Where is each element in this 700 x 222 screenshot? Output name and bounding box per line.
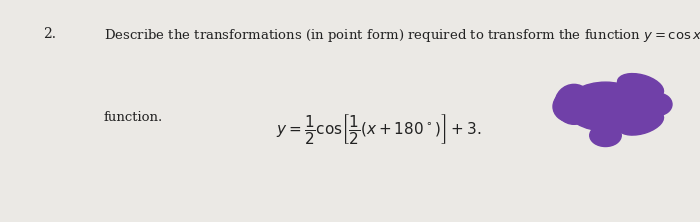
Ellipse shape	[644, 93, 672, 115]
Text: function.: function.	[104, 111, 163, 124]
Ellipse shape	[617, 84, 657, 124]
Ellipse shape	[554, 84, 594, 124]
Ellipse shape	[589, 124, 622, 147]
Ellipse shape	[566, 82, 645, 131]
Text: $y = \dfrac{1}{2}\cos\!\left[\dfrac{1}{2}(x + 180^\circ)\right] + 3.$: $y = \dfrac{1}{2}\cos\!\left[\dfrac{1}{2…	[276, 112, 482, 146]
Text: 2.: 2.	[43, 27, 57, 41]
Ellipse shape	[617, 74, 664, 99]
Ellipse shape	[553, 91, 588, 122]
Text: Describe the transformations (in point form) required to transform the function : Describe the transformations (in point f…	[104, 27, 700, 44]
Ellipse shape	[617, 109, 664, 135]
